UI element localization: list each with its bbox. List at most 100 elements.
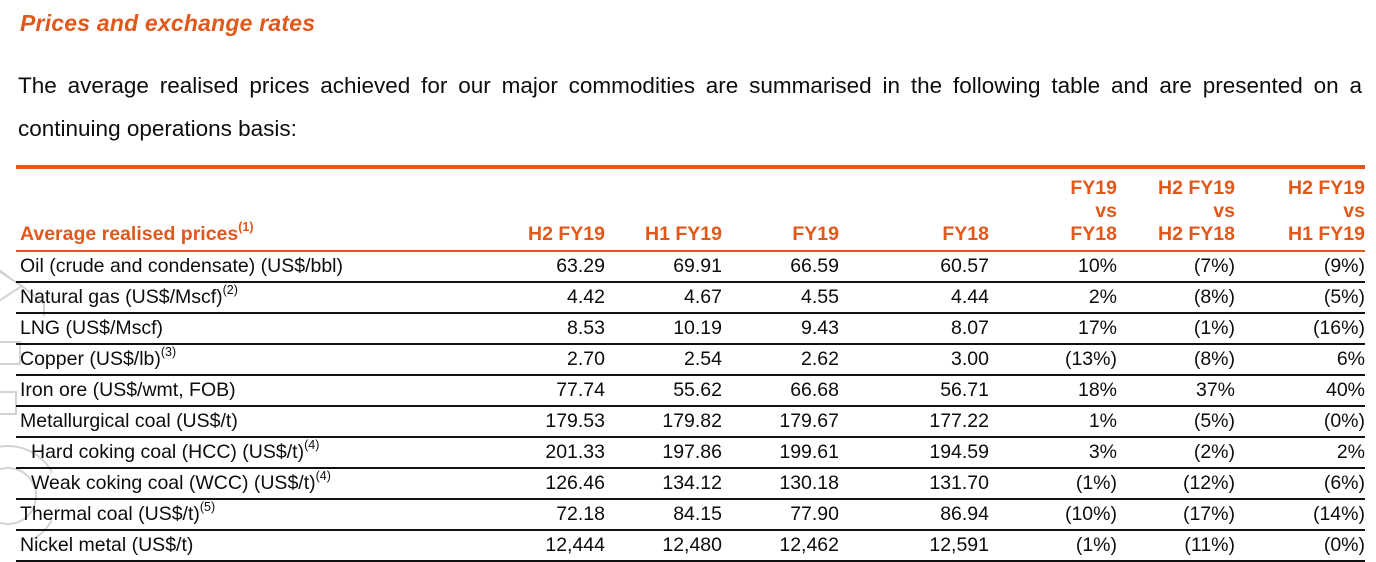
table-row: LNG (US$/Mscf) 8.53 10.19 9.43 8.07 17% … [16,313,1365,344]
footnote-marker: (3) [160,345,177,359]
footnote-marker: (4) [315,469,331,483]
cell-h2fy19-vs-h1fy19: (6%) [1323,472,1365,494]
cell-fy19: 77.90 [790,503,839,525]
cell-h2fy19-vs-h1fy19: (5%) [1323,286,1365,308]
table-row: Iron ore (US$/wmt, FOB) 77.74 55.62 66.6… [16,375,1365,406]
column-header-h2fy19-vs-h1fy19: H2 FY19 vs H1 FY19 [1288,177,1365,245]
cell-fy19: 66.68 [790,379,839,401]
cell-fy19: 4.55 [801,286,839,308]
cell-fy19-vs-fy18: 1% [1088,410,1117,432]
row-label-text: Copper (US$/lb) [20,348,161,370]
cell-h2fy19-vs-h2fy18: 37% [1195,379,1235,401]
row-label-text: Iron ore (US$/wmt, FOB) [20,379,236,401]
footnote-marker: (5) [199,500,216,514]
cell-fy18: 194.59 [929,441,989,463]
cell-fy19: 12,462 [779,534,839,556]
cell-h1fy19: 4.67 [684,286,722,308]
cell-h2fy19-vs-h2fy18: (12%) [1182,472,1235,494]
table-row: Copper (US$/lb)(3) 2.70 2.54 2.62 3.00 (… [16,344,1365,375]
cell-fy19: 2.62 [801,348,839,370]
cell-h1fy19: 12,480 [662,534,722,556]
row-label: Natural gas (US$/Mscf)(2) [16,282,436,313]
row-label-text: LNG (US$/Mscf) [20,317,164,339]
cell-h1fy19: 55.62 [673,379,722,401]
cell-h2fy19-vs-h2fy18: (7%) [1193,255,1235,277]
cell-fy19-vs-fy18: 18% [1077,379,1117,401]
table-row: Oil (crude and condensate) (US$/bbl) 63.… [16,251,1365,282]
table-row: Hard coking coal (HCC) (US$/t)(4) 201.33… [16,437,1365,468]
cell-h1fy19: 10.19 [673,317,722,339]
table-row: Natural gas (US$/Mscf)(2) 4.42 4.67 4.55… [16,282,1365,313]
cell-fy19-vs-fy18: 10% [1077,255,1117,277]
row-label-text: Nickel metal (US$/t) [20,534,194,556]
cell-fy19: 199.61 [779,441,839,463]
cell-h2fy19: 63.29 [556,255,605,277]
cell-h2fy19-vs-h2fy18: (5%) [1193,410,1235,432]
footnote-marker: (4) [304,438,320,452]
cell-h2fy19-vs-h1fy19: 6% [1336,348,1365,370]
cell-fy19-vs-fy18: (1%) [1075,534,1117,556]
cell-h2fy19-vs-h2fy18: (17%) [1182,503,1235,525]
cell-h2fy19: 4.42 [567,286,605,308]
cell-fy18: 3.00 [951,348,989,370]
cell-fy18: 131.70 [929,472,989,494]
cell-h2fy19: 126.46 [545,472,605,494]
row-label: Hard coking coal (HCC) (US$/t)(4) [16,437,436,468]
cell-h2fy19-vs-h1fy19: (0%) [1323,534,1365,556]
footnote-marker: (1) [238,220,254,234]
cell-fy19: 66.59 [790,255,839,277]
column-header-fy19-vs-fy18: FY19 vs FY18 [1070,177,1117,245]
cell-fy18: 4.44 [951,286,989,308]
column-header-h1fy19: H1 FY19 [645,223,722,245]
cell-h1fy19: 84.15 [673,503,722,525]
cell-h2fy19: 2.70 [567,348,605,370]
row-label: Iron ore (US$/wmt, FOB) [16,375,436,406]
cell-h2fy19-vs-h2fy18: (1%) [1193,317,1235,339]
cell-h2fy19-vs-h1fy19: (0%) [1323,410,1365,432]
cell-h2fy19: 201.33 [545,441,605,463]
table-header-row: Average realised prices(1) H2 FY19 H1 FY… [16,167,1365,251]
row-label-text: Oil (crude and condensate) (US$/bbl) [20,255,343,277]
cell-fy19-vs-fy18: 2% [1088,286,1117,308]
cell-h1fy19: 69.91 [673,255,722,277]
cell-fy18: 8.07 [951,317,989,339]
cell-h2fy19-vs-h2fy18: (8%) [1193,348,1235,370]
row-label-text: Natural gas (US$/Mscf) [20,286,223,308]
cell-h2fy19-vs-h2fy18: (8%) [1193,286,1235,308]
column-header-fy18: FY18 [942,223,989,245]
table-row: Metallurgical coal (US$/t) 179.53 179.82… [16,406,1365,437]
cell-fy19: 9.43 [801,317,839,339]
cell-fy18: 60.57 [940,255,989,277]
cell-h2fy19: 72.18 [556,503,605,525]
row-label: Oil (crude and condensate) (US$/bbl) [16,251,436,282]
cell-fy19: 130.18 [779,472,839,494]
cell-fy19-vs-fy18: (10%) [1064,503,1117,525]
cell-h2fy19: 179.53 [545,410,605,432]
table-row: Nickel metal (US$/t) 12,444 12,480 12,46… [16,530,1365,561]
column-header-label-text: Average realised prices [20,223,239,245]
row-label: Weak coking coal (WCC) (US$/t)(4) [16,468,436,499]
row-label-text: Weak coking coal (WCC) (US$/t) [31,472,316,494]
table-row: Thermal coal (US$/t)(5) 72.18 84.15 77.9… [16,499,1365,530]
column-header-label: Average realised prices(1) [16,167,436,251]
row-label: LNG (US$/Mscf) [16,313,436,344]
cell-h2fy19-vs-h1fy19: (14%) [1312,503,1365,525]
column-header-fy19: FY19 [792,223,839,245]
intro-paragraph: The average realised prices achieved for… [18,73,1362,141]
row-label-text: Hard coking coal (HCC) (US$/t) [31,441,305,463]
cell-fy19-vs-fy18: (1%) [1075,472,1117,494]
cell-h2fy19-vs-h2fy18: (2%) [1193,441,1235,463]
cell-h2fy19: 12,444 [545,534,605,556]
cell-h1fy19: 197.86 [662,441,722,463]
average-realised-prices-table: Average realised prices(1) H2 FY19 H1 FY… [16,165,1365,562]
cell-fy18: 86.94 [940,503,989,525]
row-label: Metallurgical coal (US$/t) [16,406,436,437]
cell-h1fy19: 134.12 [662,472,722,494]
table-body: Oil (crude and condensate) (US$/bbl) 63.… [16,251,1365,561]
cell-fy19-vs-fy18: (13%) [1064,348,1117,370]
column-header-h2fy19: H2 FY19 [528,223,605,245]
table-row: Weak coking coal (WCC) (US$/t)(4) 126.46… [16,468,1365,499]
row-label: Nickel metal (US$/t) [16,530,436,561]
row-label-text: Thermal coal (US$/t) [20,503,200,525]
cell-h2fy19-vs-h1fy19: (9%) [1323,255,1365,277]
